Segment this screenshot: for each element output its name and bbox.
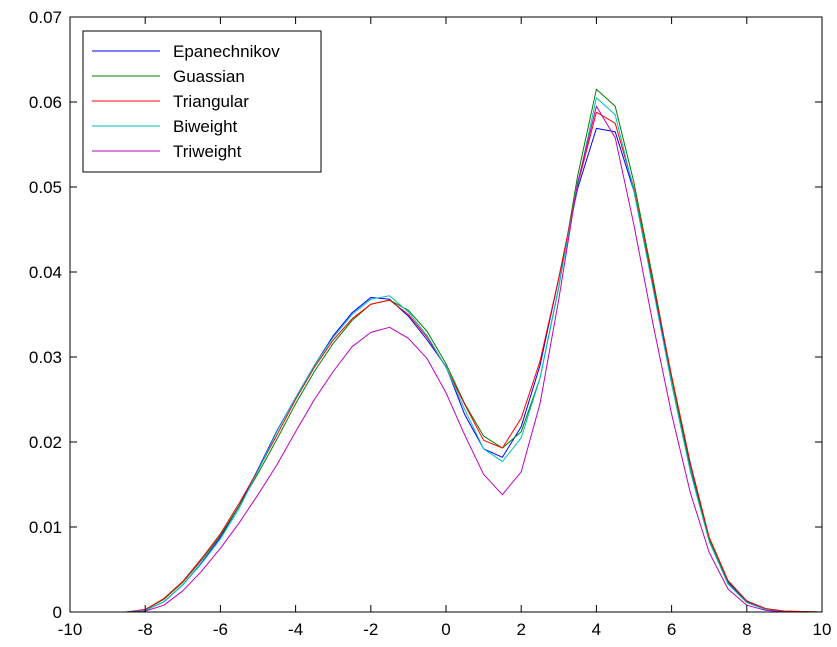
x-tick-label: 6 — [667, 620, 676, 639]
legend: Epanechnikov Guassian Triangular Biweight Tr… — [82, 30, 322, 173]
series-line-triweight — [70, 105, 822, 613]
x-tick-label: 0 — [441, 620, 450, 639]
x-tick-label: -4 — [288, 620, 303, 639]
y-tick-label: 0 — [53, 603, 62, 622]
x-tick-label: -10 — [58, 620, 83, 639]
x-tick-label: 2 — [516, 620, 525, 639]
legend-label-biweight: Biweight — [173, 117, 238, 136]
y-tick-label: 0.02 — [29, 433, 62, 452]
y-tick-label: 0.03 — [29, 348, 62, 367]
x-tick-label: 4 — [592, 620, 601, 639]
y-tick-label: 0.05 — [29, 178, 62, 197]
y-tick-label: 0.07 — [29, 8, 62, 27]
y-tick-label: 0.06 — [29, 93, 62, 112]
y-tick-label: 0.01 — [29, 518, 62, 537]
x-tick-label: 8 — [742, 620, 751, 639]
x-tick-label: 10 — [813, 620, 832, 639]
x-tick-label: -6 — [213, 620, 228, 639]
y-tick-label: 0.04 — [29, 263, 62, 282]
legend-label-triangular: Triangular — [173, 92, 249, 111]
series-layer — [70, 88, 823, 613]
x-tick-label: -2 — [363, 620, 378, 639]
x-axis: -10 -8 -6 -4 -2 0 2 4 6 8 10 — [58, 17, 832, 639]
x-tick-label: -8 — [138, 620, 153, 639]
series-line-guassian — [70, 88, 823, 613]
legend-label-guassian: Guassian — [173, 67, 245, 86]
series-line-biweight — [70, 97, 822, 613]
legend-label-triweight: Triweight — [173, 142, 242, 161]
legend-label-epanechnikov: Epanechnikov — [173, 42, 280, 61]
y-axis: 0 0.01 0.02 0.03 0.04 0.05 0.06 0.07 — [29, 8, 822, 622]
